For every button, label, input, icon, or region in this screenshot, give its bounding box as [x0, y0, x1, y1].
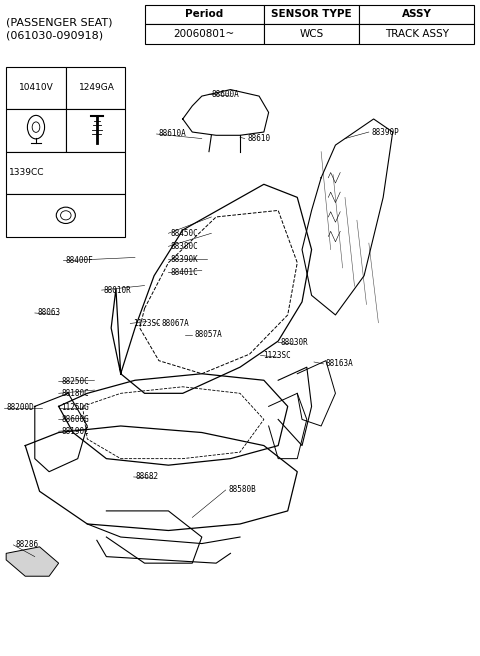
Text: 88401C: 88401C	[171, 268, 199, 277]
Text: SENSOR TYPE: SENSOR TYPE	[271, 9, 352, 20]
Text: (PASSENGER SEAT): (PASSENGER SEAT)	[6, 18, 113, 28]
Text: 20060801~: 20060801~	[174, 29, 235, 39]
Text: TRACK ASSY: TRACK ASSY	[384, 29, 449, 39]
Bar	[144, 5, 264, 24]
Bar	[360, 5, 474, 24]
Text: 88580B: 88580B	[228, 485, 256, 495]
Bar	[6, 109, 66, 152]
Bar	[6, 67, 66, 109]
Text: 88067A: 88067A	[161, 319, 189, 328]
Bar	[360, 24, 474, 44]
Text: 88190C: 88190C	[61, 426, 89, 436]
Text: 1339CC: 1339CC	[9, 169, 44, 177]
Text: 88390P: 88390P	[371, 127, 399, 136]
Bar	[264, 24, 360, 44]
Text: 1249GA: 1249GA	[79, 83, 115, 92]
Text: 88600G: 88600G	[61, 415, 89, 424]
Text: ASSY: ASSY	[402, 9, 432, 20]
Text: WCS: WCS	[300, 29, 324, 39]
Text: 88450C: 88450C	[171, 229, 199, 237]
Text: 88286: 88286	[16, 541, 39, 549]
Bar	[264, 5, 360, 24]
Text: 88390K: 88390K	[171, 255, 199, 264]
Text: (061030-090918): (061030-090918)	[6, 31, 103, 41]
Text: 1123SC: 1123SC	[132, 319, 160, 328]
Bar	[66, 109, 125, 152]
Polygon shape	[6, 547, 59, 576]
Bar	[6, 152, 125, 194]
Text: 1125DG: 1125DG	[61, 403, 89, 412]
Text: 88250C: 88250C	[61, 377, 89, 386]
Text: 88610A: 88610A	[159, 129, 187, 138]
Text: 88063: 88063	[37, 308, 60, 318]
Bar	[66, 67, 125, 109]
Bar	[6, 194, 125, 237]
Text: 10410V: 10410V	[19, 83, 53, 92]
Text: 88400F: 88400F	[66, 256, 94, 265]
Text: 88163A: 88163A	[326, 359, 354, 369]
Text: 88057A: 88057A	[195, 330, 222, 339]
Text: 88010R: 88010R	[104, 285, 132, 295]
Text: 88200D: 88200D	[6, 403, 34, 412]
Text: 88380C: 88380C	[171, 242, 199, 251]
Text: 88682: 88682	[136, 472, 159, 482]
Text: 88600A: 88600A	[211, 90, 239, 98]
Text: 88030R: 88030R	[281, 338, 308, 347]
Text: 88180C: 88180C	[61, 389, 89, 398]
Text: 88610: 88610	[247, 134, 270, 143]
Text: Period: Period	[185, 9, 223, 20]
Bar	[144, 24, 264, 44]
Text: 1123SC: 1123SC	[263, 351, 291, 360]
